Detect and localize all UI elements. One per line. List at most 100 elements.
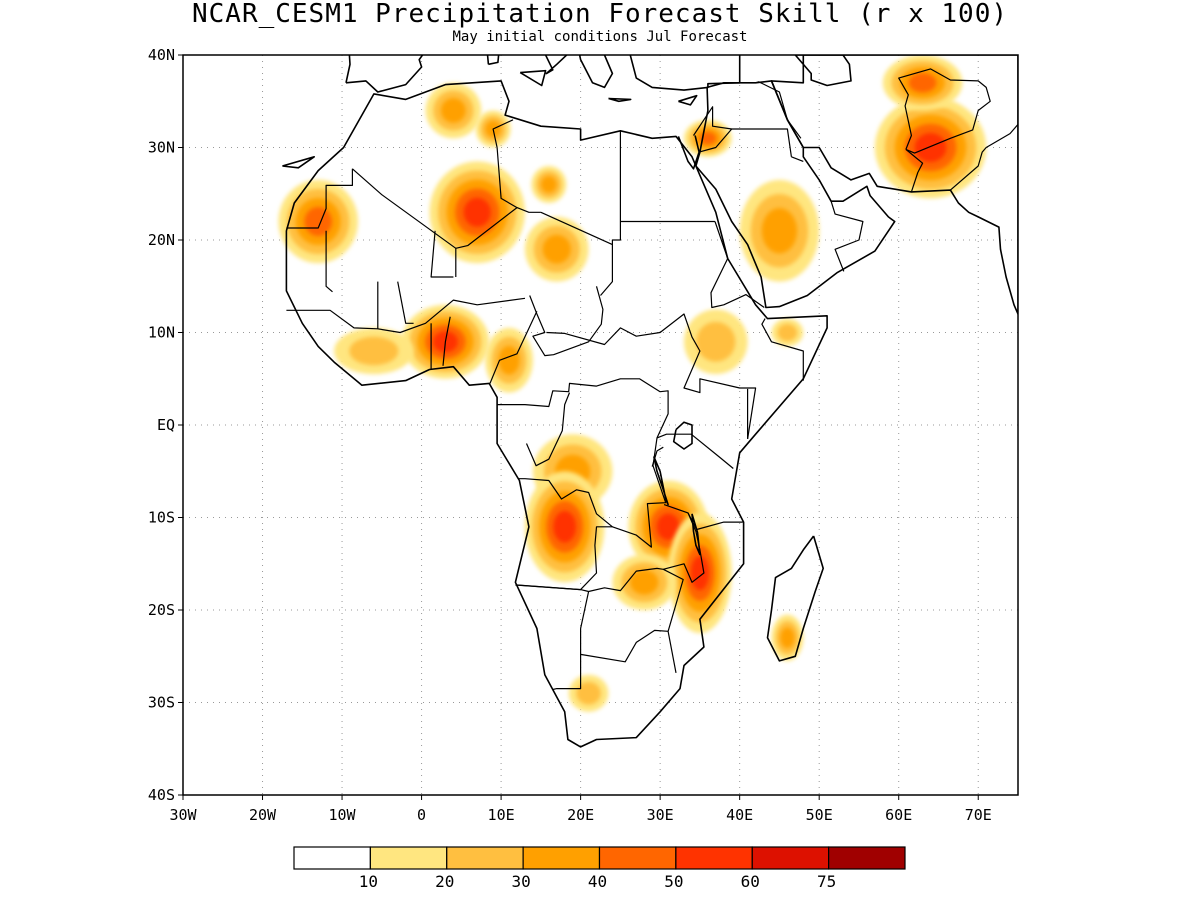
- country-border: [546, 313, 757, 439]
- country-border: [515, 567, 684, 674]
- skill-contour: [908, 73, 937, 93]
- coastline: [653, 456, 669, 506]
- colorbar: 10 20 30 40 50 60 75: [293, 846, 906, 891]
- country-border: [755, 81, 802, 139]
- country-border: [950, 124, 1018, 191]
- coastline: [282, 156, 315, 169]
- x-tick-label: 70E: [965, 806, 992, 824]
- chart-subtitle: May initial conditions Jul Forecast: [452, 29, 748, 45]
- country-border: [687, 512, 743, 531]
- country-border: [540, 211, 613, 246]
- country-border: [497, 378, 669, 591]
- coastline: [486, 55, 500, 66]
- y-tick-label: 10S: [148, 509, 175, 527]
- country-border: [518, 478, 613, 528]
- skill-contour: [576, 681, 601, 705]
- colorbar-swatch: [828, 846, 906, 870]
- colorbar-swatch: [446, 846, 524, 870]
- country-border: [529, 286, 604, 357]
- country-border: [286, 297, 526, 334]
- y-tick-label: 20N: [148, 231, 175, 249]
- coastline: [285, 80, 828, 748]
- colorbar-swatch: [751, 846, 830, 870]
- skill-contour: [780, 627, 795, 649]
- country-border: [580, 629, 669, 663]
- colorbar-label: 60: [741, 872, 760, 891]
- coastline: [770, 55, 1018, 315]
- coastline: [578, 55, 741, 91]
- skill-contour: [761, 208, 798, 254]
- coastline: [766, 535, 824, 662]
- country-border: [286, 168, 353, 229]
- country-border: [552, 628, 582, 691]
- skill-contour: [542, 234, 571, 264]
- skill-contour: [777, 323, 798, 342]
- axis-ticks: 30W 20W 10W 0 10E 20E 30E 40E 50E 60E 70E 40N 30N 20N…: [148, 46, 992, 824]
- skill-contour: [541, 176, 557, 193]
- skill-contour: [696, 321, 736, 362]
- x-tick-label: 0: [417, 806, 426, 824]
- y-tick-label: 10N: [148, 324, 175, 342]
- y-tick-label: EQ: [157, 416, 175, 434]
- y-tick-label: 20S: [148, 601, 175, 619]
- coastline: [794, 55, 852, 87]
- country-border: [600, 130, 621, 296]
- x-tick-label: 40E: [726, 806, 753, 824]
- skill-contour: [553, 510, 577, 543]
- x-tick-label: 10E: [488, 806, 515, 824]
- x-tick-label: 20W: [249, 806, 277, 824]
- country-border: [656, 433, 734, 469]
- country-border: [496, 147, 518, 209]
- x-tick-label: 30W: [169, 806, 197, 824]
- country-border: [761, 318, 804, 381]
- x-tick-label: 30E: [647, 806, 674, 824]
- colorbar-label: 40: [588, 872, 607, 891]
- country-border: [791, 156, 804, 162]
- colorbar-swatch: [293, 846, 371, 870]
- x-tick-label: 10W: [329, 806, 357, 824]
- colorbar-swatch: [522, 846, 601, 870]
- country-border: [731, 128, 792, 157]
- country-border: [525, 392, 571, 467]
- y-tick-label: 40S: [148, 786, 175, 804]
- colorbar-swatch: [369, 846, 448, 870]
- skill-contour: [690, 555, 709, 591]
- country-border: [905, 148, 924, 193]
- colorbar-label: 75: [817, 872, 836, 891]
- chart-title: NCAR_CESM1 Precipitation Forecast Skill …: [191, 0, 1008, 29]
- coastline: [345, 55, 424, 93]
- skill-contour: [463, 197, 491, 227]
- x-tick-label: 50E: [806, 806, 833, 824]
- country-border: [651, 446, 664, 467]
- country-border: [492, 119, 514, 148]
- country-border: [430, 230, 454, 278]
- country-border: [692, 106, 733, 153]
- x-tick-label: 60E: [885, 806, 912, 824]
- country-border: [830, 201, 864, 272]
- country-border: [489, 310, 538, 384]
- colorbar-label: 20: [435, 872, 454, 891]
- country-border: [325, 230, 333, 293]
- y-tick-label: 30S: [148, 694, 175, 712]
- skill-contour: [349, 336, 399, 366]
- skill-contour: [656, 513, 680, 540]
- country-border: [442, 316, 451, 366]
- skill-contour: [498, 345, 520, 375]
- colorbar-label: 50: [664, 872, 683, 891]
- country-border: [352, 168, 457, 277]
- colorbar-label: 10: [359, 872, 378, 891]
- coastline: [544, 55, 568, 75]
- coastline: [672, 421, 693, 450]
- country-border: [397, 281, 414, 324]
- country-border: [580, 591, 590, 629]
- coastline: [608, 97, 632, 103]
- coastline: [677, 135, 700, 170]
- y-tick-label: 40N: [148, 46, 175, 64]
- y-tick-label: 30N: [148, 139, 175, 157]
- skill-contour: [441, 98, 466, 123]
- country-border: [898, 68, 991, 154]
- skill-contour: [304, 207, 333, 236]
- coastline: [519, 69, 547, 87]
- skill-shading: [278, 55, 987, 712]
